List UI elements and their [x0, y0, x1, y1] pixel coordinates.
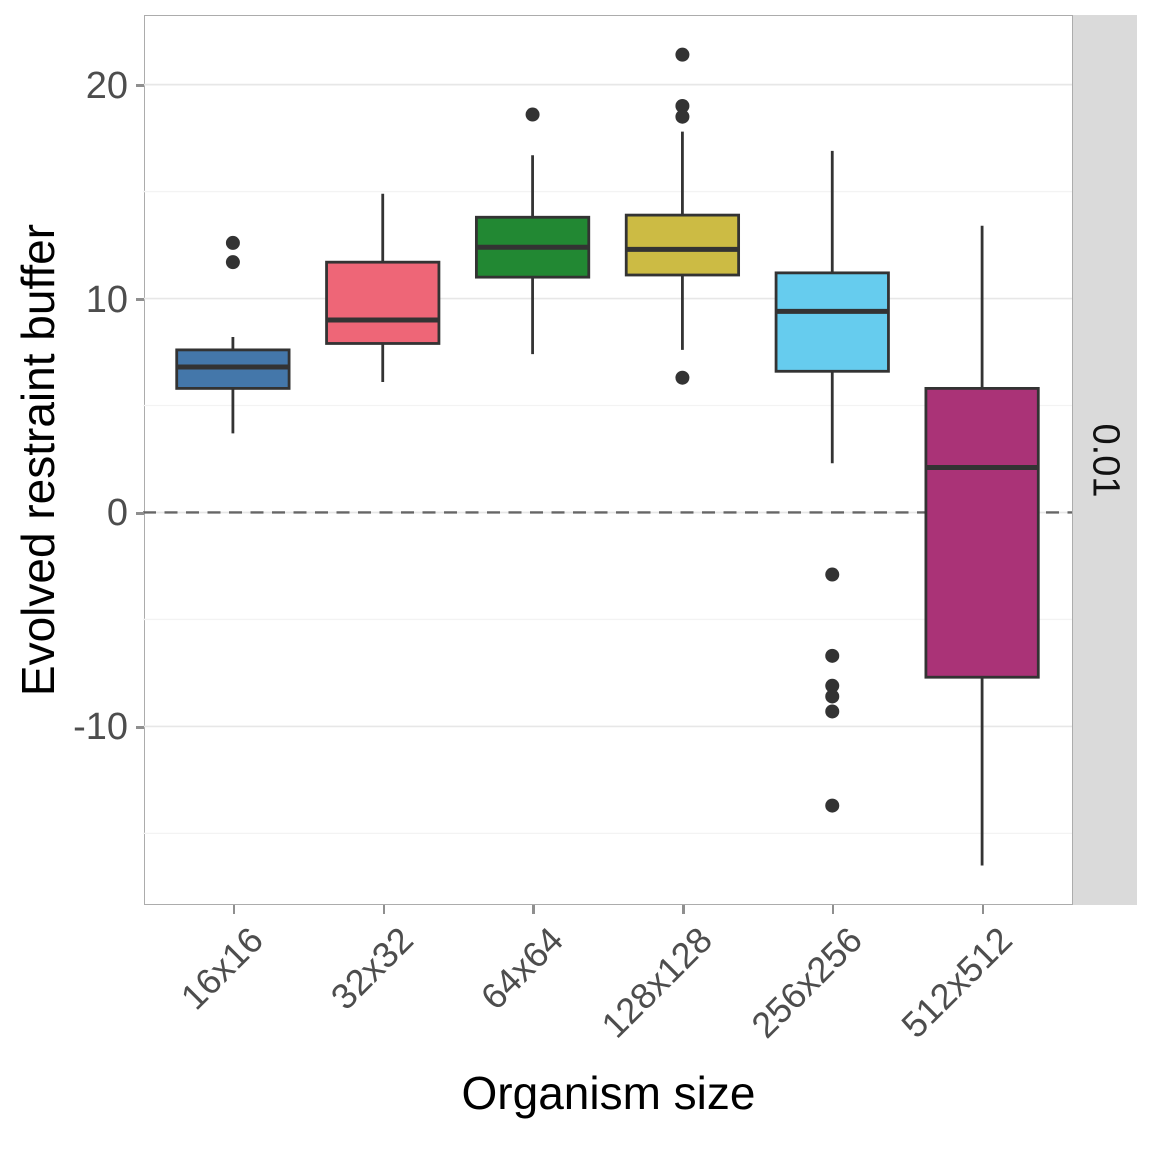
outlier-256x256: [825, 798, 840, 813]
plot-panel: [143, 15, 1073, 905]
x-axis-title: Organism size: [461, 1067, 756, 1119]
box-256x256: [775, 271, 891, 374]
outlier-128x128: [675, 99, 690, 114]
y-tick-label: 20: [85, 64, 128, 107]
outlier-256x256: [825, 649, 840, 664]
outlier-256x256: [825, 689, 840, 704]
facet-strip-label: 0.01: [1084, 423, 1127, 497]
outlier-256x256: [825, 704, 840, 719]
outlier-256x256: [825, 679, 840, 694]
y-axis-title: Evolved restraint buffer: [12, 223, 64, 697]
x-tick-mark: [382, 905, 385, 914]
x-tick-mark: [232, 905, 236, 914]
boxplot-canvas: [143, 48, 1073, 866]
outlier-256x256: [825, 567, 840, 582]
outlier-16x16: [226, 236, 241, 251]
x-tick-mark: [532, 905, 535, 914]
outlier-128x128: [675, 371, 690, 386]
y-tick-mark: [136, 84, 144, 87]
outlier-128x128: [675, 48, 690, 63]
outlier-128x128: [675, 110, 690, 125]
y-tick-mark: [136, 726, 144, 729]
x-tick-mark: [981, 905, 985, 914]
facet-strip: 0.01: [1073, 15, 1137, 905]
outlier-16x16: [226, 255, 241, 270]
x-tick-mark: [832, 905, 835, 914]
outlier-64x64: [525, 107, 540, 122]
y-tick-mark: [136, 298, 144, 301]
box-32x32: [325, 261, 441, 346]
y-tick-label: -10: [73, 706, 128, 749]
x-tick-mark: [682, 905, 685, 914]
y-tick-label: 10: [85, 278, 128, 321]
box-512x512: [924, 387, 1041, 680]
y-tick-mark: [136, 512, 144, 515]
box-128x128: [625, 214, 741, 277]
y-tick-label: 0: [106, 492, 128, 535]
